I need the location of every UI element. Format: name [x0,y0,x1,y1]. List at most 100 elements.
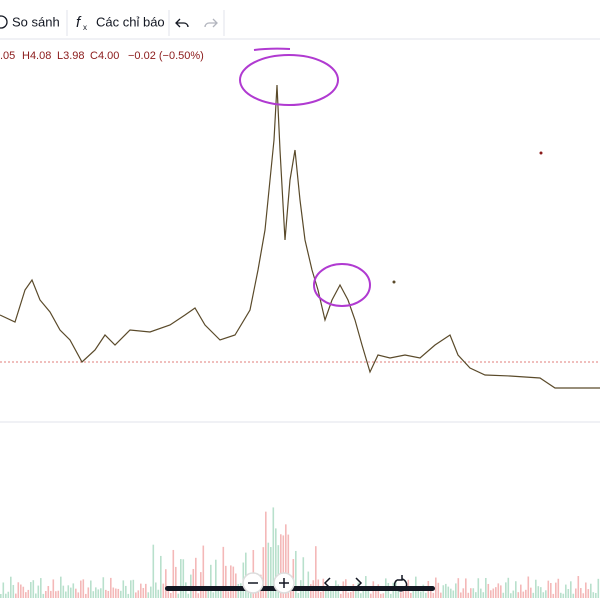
legend-open: .05 [0,50,15,62]
volume-bar [12,584,15,598]
scroll-left-button[interactable] [323,577,331,589]
reset-button[interactable] [393,575,408,592]
volume-bar [325,586,327,598]
indicators-button[interactable]: Các chỉ báo [96,14,165,29]
ohlc-legend: .05 H4.08 L3.98 C4.00 −0.02 (−0.50%) [0,50,204,62]
volume-bar [467,592,470,598]
legend-low: L3.98 [57,50,85,62]
legend-high: H4.08 [22,50,51,62]
volume-bar [347,592,350,598]
highlight-circle [239,54,339,106]
volume-bar [97,589,100,598]
volume-bar [380,593,382,598]
volume-bar [67,585,70,598]
volume-bar [147,592,150,598]
volume-bar [272,507,275,598]
volume-bar [582,593,585,598]
price-line [0,84,600,389]
redo-button[interactable] [204,18,218,28]
volume-bar [470,588,472,598]
volume-bar [10,576,12,598]
volume-bar [517,592,520,598]
volume-bar [585,582,587,598]
volume-bar [590,583,592,598]
marker-dot [392,280,396,284]
volume-bar [377,584,380,598]
volume-bar [247,591,250,598]
volume-bar [447,586,450,598]
compare-button[interactable]: So sánh [12,14,60,29]
volume-bar [287,534,290,598]
volume-bar [435,577,437,598]
undo-button[interactable] [175,18,189,28]
volume-bar [440,592,442,598]
volume-bar [332,590,335,598]
volume-bar [75,588,77,598]
scrollbar[interactable] [165,586,435,591]
volume-bar [465,578,467,598]
volume-bar [307,571,310,598]
volume-bar [80,580,82,598]
volume-bar [282,535,285,598]
volume-bar [575,588,577,598]
volume-bar [227,591,230,598]
volume-bar [382,593,385,598]
volume-bar [410,592,412,598]
volume-bar [430,590,432,598]
volume-bar [62,585,65,598]
volume-bar [472,588,475,598]
volume-bar [82,579,85,598]
volume-bar [455,583,457,598]
volume-bar [295,550,297,598]
volume-bar [360,593,362,598]
volume-bar [402,587,405,598]
volume-bar [200,572,202,598]
volume-bar [255,592,257,598]
volume-bar [235,573,237,598]
volume-bar [280,534,282,598]
volume-bar [445,583,447,598]
volume-bar [95,587,97,598]
volume-bar [195,557,197,598]
volume-bar [112,587,115,598]
volume-bar [182,559,185,598]
volume-bar [17,582,20,598]
volume-bar [87,587,90,598]
volume-bar [362,587,365,598]
volume-bar [367,588,370,598]
volume-bar [595,592,597,598]
volume-bar [555,582,557,598]
volume-bar [305,587,307,598]
compare-icon[interactable] [0,15,8,29]
volume-bar [527,576,530,598]
volume-bar [397,589,400,598]
volume-bar [85,593,87,598]
fx-icon-sub: x [83,23,87,32]
scroll-right-button[interactable] [355,577,363,589]
zoom-controls [242,572,408,594]
volume-bar [162,583,165,598]
volume-bar [102,577,105,598]
highlight-stroke [253,47,291,51]
volume-bar [285,524,287,598]
volume-bar [592,592,595,598]
volume-bar [522,591,525,598]
volume-bar [15,593,17,598]
volume-bar [42,593,45,598]
volume-bar [135,592,137,598]
fx-icon[interactable]: f [76,14,82,31]
volume-bar [350,592,352,598]
volume-bar [197,593,200,598]
volume-bar [502,592,505,598]
volume-bar [40,578,42,598]
volume-bar [580,588,582,598]
volume-bar [72,583,75,598]
volume-bar [532,592,535,598]
volume-bar [215,559,217,598]
volume-bar [172,549,175,598]
volume-bar [330,590,332,598]
volume-bar [110,577,112,598]
volume-bar [125,585,127,598]
volume-bar [122,580,125,598]
